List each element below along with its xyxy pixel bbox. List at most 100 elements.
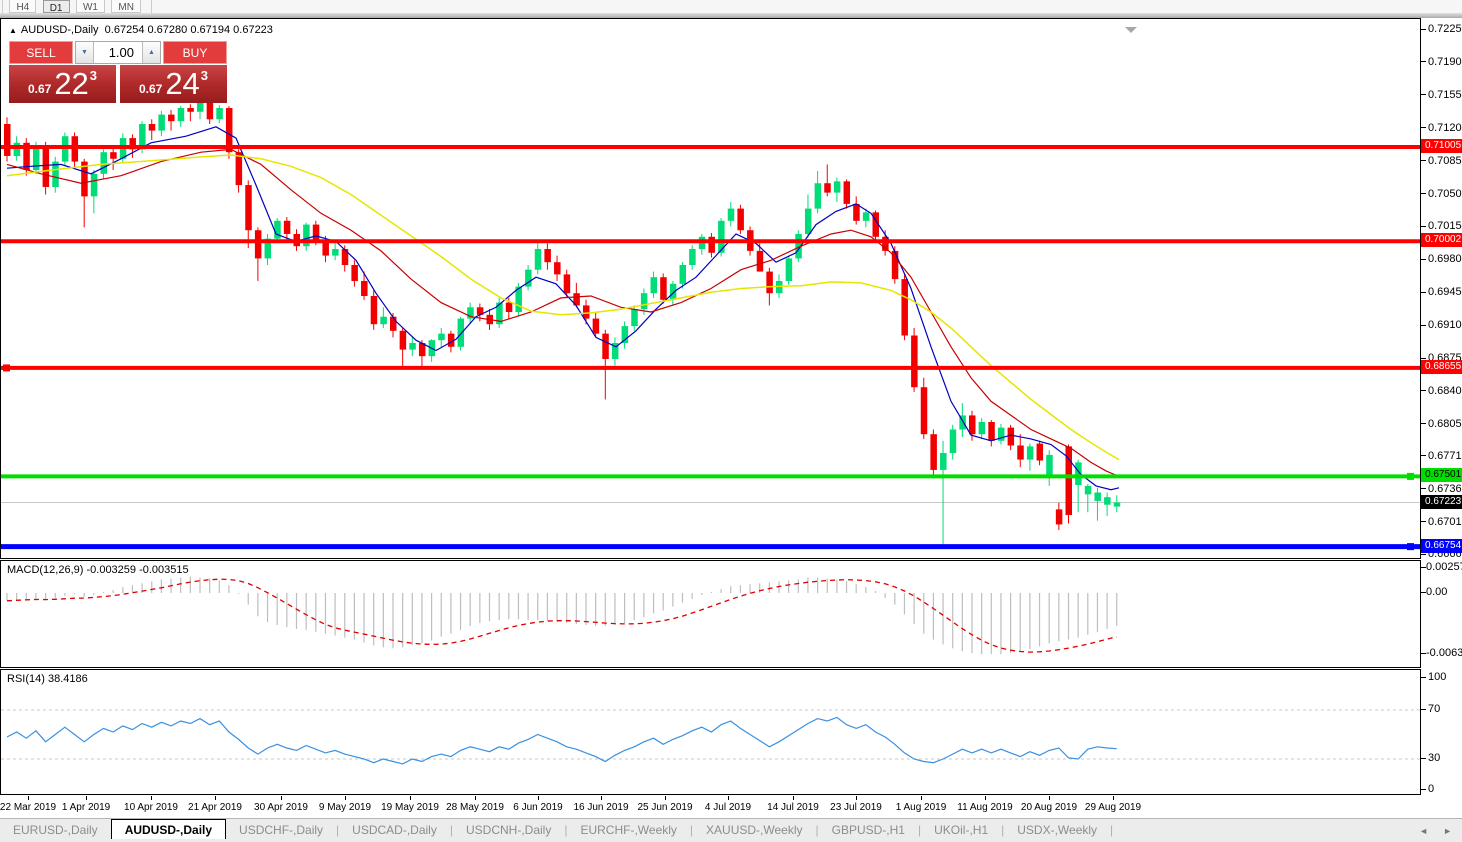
buy-price-big: 24	[165, 66, 200, 101]
date-tick	[665, 796, 666, 800]
tab-separator: |	[336, 823, 340, 837]
tab-usdx-weekly[interactable]: USDX-,Weekly	[1017, 823, 1098, 837]
current-price-badge: 0.67223	[1421, 494, 1462, 509]
tab-separator: |	[449, 823, 453, 837]
toolbar-divider	[151, 0, 153, 13]
symbol-period-label: AUDUSD-,Daily	[20, 24, 99, 36]
macd-values: -0.003259 -0.003515	[86, 564, 189, 576]
date-label: 25 Jun 2019	[637, 802, 693, 813]
tab-usdcnh-daily[interactable]: USDCNH-,Daily	[465, 823, 552, 837]
date-tick	[538, 796, 539, 800]
tab-separator: |	[689, 823, 694, 837]
date-tick	[281, 796, 282, 800]
date-label: 23 Jul 2019	[830, 802, 882, 813]
buy-price-box[interactable]: 0.67 24 3	[120, 65, 227, 103]
tab-xauusd-weekly[interactable]: XAUUSD-,Weekly	[706, 823, 803, 837]
ma-line-slow	[6, 154, 1120, 461]
price-tick	[1421, 193, 1426, 194]
ma-line-fast	[6, 126, 1120, 491]
price-tick	[1421, 521, 1426, 523]
date-axis[interactable]: 22 Mar 2019 1 Apr 2019 10 Apr 2019 21 Apr 2…	[0, 796, 1421, 818]
date-tick	[921, 796, 922, 800]
date-tick	[151, 796, 152, 800]
tab-audusd-daily[interactable]: AUDUSD-,Daily	[110, 819, 227, 839]
macd-indicator-panel[interactable]: MACD(12,26,9) -0.003259 -0.003515	[0, 560, 1421, 668]
sell-price-box[interactable]: 0.67 22 3	[9, 65, 116, 103]
price-level-badge: 0.66754	[1421, 538, 1462, 553]
level-line-anchor	[1407, 543, 1414, 551]
chevron-down-icon: ▼	[81, 49, 88, 56]
tab-separator: |	[1110, 823, 1114, 837]
tab-usdchf-daily[interactable]: USDCHF-,Daily	[239, 823, 324, 837]
timeframe-button-d1[interactable]: D1	[42, 0, 70, 14]
macd-signal-line	[6, 578, 1117, 653]
sell-price-prefix: 0.67	[27, 81, 52, 96]
rsi-tick	[1421, 676, 1426, 678]
rsi-canvas[interactable]	[1, 670, 1420, 794]
collapse-arrow-icon[interactable]: ▲	[9, 26, 17, 35]
rsi-line	[6, 716, 1117, 765]
tab-scroll-left-icon[interactable]: ◄	[1419, 826, 1428, 836]
macd-canvas[interactable]	[1, 561, 1420, 667]
sell-price-big: 22	[54, 66, 89, 101]
price-level-badge: 0.71005	[1421, 139, 1462, 154]
rsi-tick	[1421, 788, 1426, 790]
tab-eurchf-weekly[interactable]: EURCHF-,Weekly	[580, 823, 677, 837]
price-tick	[1421, 127, 1426, 129]
sell-button[interactable]: SELL	[9, 41, 73, 64]
rsi-tick	[1421, 708, 1426, 710]
tab-usdcad-daily[interactable]: USDCAD-,Daily	[352, 823, 437, 837]
price-tick	[1421, 390, 1426, 392]
date-tick	[728, 796, 729, 800]
volume-spinner: ▼ 1.00 ▲	[75, 41, 161, 64]
rsi-tick-label: 0	[1428, 783, 1435, 795]
level-line-anchor	[1407, 472, 1414, 480]
tab-ukoil-h1[interactable]: UKOil-,H1	[934, 823, 989, 837]
date-tick	[28, 796, 29, 800]
level-line-anchor	[3, 364, 10, 372]
timeframe-button-h4[interactable]: H4	[9, 0, 37, 13]
tab-separator: |	[815, 823, 819, 837]
date-tick	[215, 796, 216, 800]
tab-scroll-right-icon[interactable]: ►	[1443, 826, 1452, 836]
volume-input[interactable]: 1.00	[108, 45, 134, 60]
date-label: 1 Aug 2019	[895, 802, 947, 813]
price-tick	[1421, 423, 1426, 425]
macd-tick	[1421, 652, 1426, 654]
candlestick-chart-canvas[interactable]	[1, 19, 1420, 558]
chart-shift-marker-icon	[1125, 27, 1137, 33]
rsi-tick-label: 70	[1428, 703, 1441, 715]
tab-separator: |	[564, 823, 568, 837]
rsi-indicator-panel[interactable]: RSI(14) 38.4186	[0, 669, 1421, 795]
price-level-badge: 0.67501	[1421, 468, 1462, 483]
timeframe-button-mn[interactable]: MN	[111, 0, 141, 13]
date-label: 11 Aug 2019	[957, 802, 1013, 813]
main-price-panel[interactable]: ▲ AUDUSD-,Daily 0.67254 0.67280 0.67194 0…	[0, 18, 1421, 559]
volume-increase-button[interactable]: ▲	[142, 42, 160, 63]
buy-button[interactable]: BUY	[163, 41, 227, 64]
tab-gbpusd-h1[interactable]: GBPUSD-,H1	[831, 823, 905, 837]
macd-tick-label: -0.006326	[1426, 647, 1462, 660]
macd-tick	[1421, 591, 1426, 593]
tabs-container: EURUSD-,Daily AUDUSD-,Daily USDCHF-,Daily |…	[0, 819, 1113, 839]
macd-tick-label: 0.00	[1426, 586, 1448, 598]
price-tick	[1421, 455, 1426, 457]
tab-eurusd-daily[interactable]: EURUSD-,Daily	[13, 823, 98, 837]
timeframe-button-w1[interactable]: W1	[75, 0, 105, 13]
sell-price-pipette: 3	[89, 68, 98, 83]
date-tick	[601, 796, 602, 800]
symbol-tab-bar: EURUSD-,Daily AUDUSD-,Daily USDCHF-,Daily |…	[0, 818, 1462, 842]
macd-tick-label: 0.002574	[1426, 561, 1462, 574]
volume-decrease-button[interactable]: ▼	[76, 42, 94, 63]
date-tick	[856, 796, 857, 800]
tab-separator: |	[917, 823, 922, 837]
